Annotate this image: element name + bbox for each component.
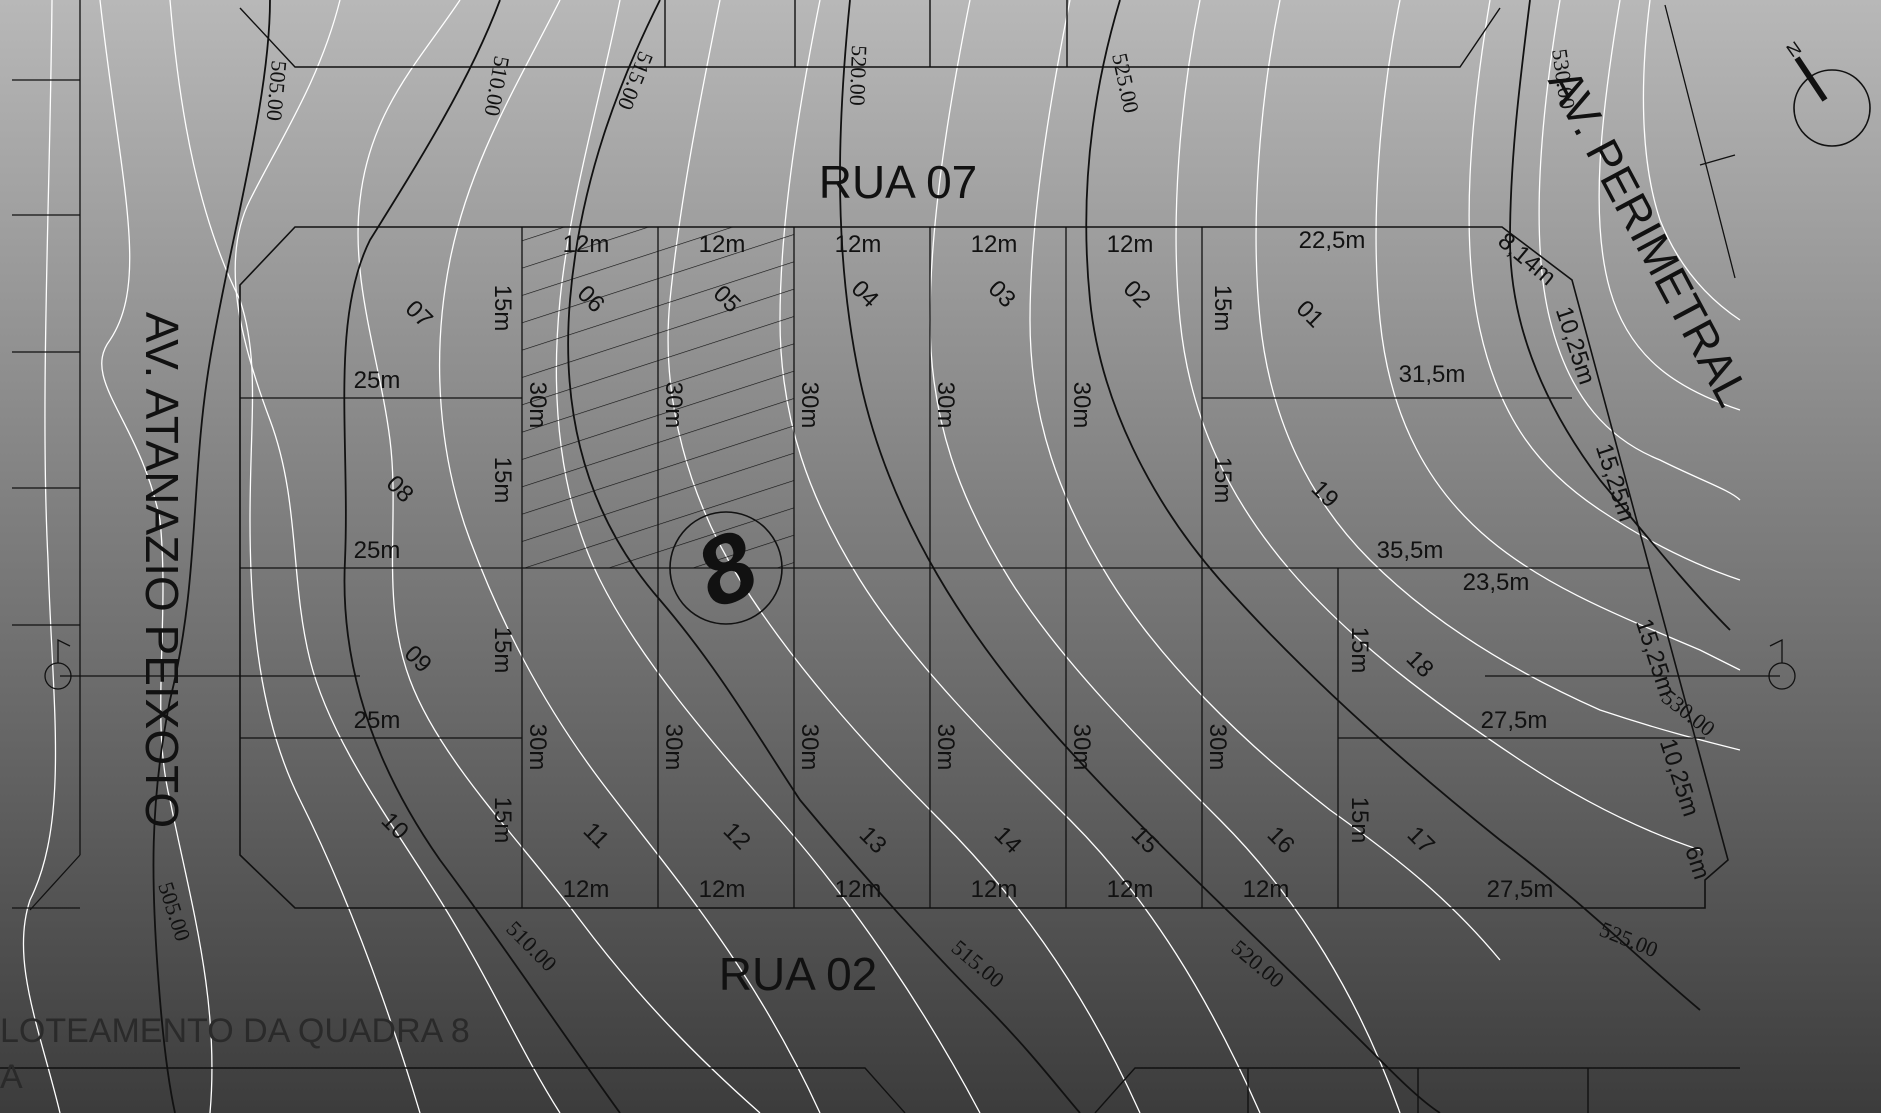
dimension-label: 15m — [1346, 627, 1373, 674]
contour-label: 505.00 — [262, 60, 292, 122]
dimension-label: 30m — [932, 382, 959, 429]
dimension-label: 15m — [1346, 797, 1373, 844]
dimension-label: 12m — [699, 231, 746, 258]
dimension-label: 25m — [354, 707, 401, 734]
dimension-label: 12m — [835, 876, 882, 903]
dimension-label: 12m — [1107, 231, 1154, 258]
dimension-label: 25m — [354, 367, 401, 394]
dimension-label: 12m — [699, 876, 746, 903]
dimension-label: 30m — [1068, 724, 1095, 771]
dimension-label: 30m — [932, 724, 959, 771]
dimension-label: 27,5m — [1487, 876, 1554, 903]
dimension-label: 12m — [835, 231, 882, 258]
dimension-label: 15m — [489, 627, 516, 674]
dimension-label: 30m — [1068, 382, 1095, 429]
dimension-label: 30m — [796, 724, 823, 771]
east-reference-lines — [1664, 4, 1736, 279]
dimension-label: 12m — [1107, 876, 1154, 903]
dimensions: 12m 12m 12m 12m 12m 22,5m 12m 12m 12m 12… — [354, 227, 1715, 903]
dimension-label: 12m — [563, 231, 610, 258]
dimension-label: 25m — [354, 537, 401, 564]
drawing-subtitle: A — [0, 1058, 23, 1096]
dimension-label: 35,5m — [1377, 537, 1444, 564]
minor-contours — [22, 0, 1741, 1113]
dimension-label: 30m — [796, 382, 823, 429]
dimension-label: 31,5m — [1399, 361, 1466, 388]
street-north: RUA 07 — [819, 156, 978, 208]
street-south: RUA 02 — [719, 948, 878, 1000]
dimension-label: 12m — [1243, 876, 1290, 903]
contour-label: 520.00 — [845, 45, 872, 106]
drawing-title: LOTEAMENTO DA QUADRA 8 — [0, 1012, 470, 1050]
north-block-outline — [239, 0, 1501, 68]
dimension-label: 12m — [971, 876, 1018, 903]
dimension-label: 30m — [660, 724, 687, 771]
dimension-label: 23,5m — [1463, 569, 1530, 596]
block-8-outline — [239, 226, 1729, 909]
street-west: AV. ATANAZIO PEIXOTO — [136, 312, 188, 828]
dimension-label: 30m — [1204, 724, 1231, 771]
dimension-label: 15m — [489, 797, 516, 844]
dimension-label: 15m — [1209, 457, 1236, 504]
lot-lines — [240, 227, 1705, 908]
left-reference-lines — [12, 0, 81, 911]
dimension-label: 30m — [660, 382, 687, 429]
south-block-outline — [0, 1067, 1740, 1113]
dimension-label: 30m — [524, 724, 551, 771]
dimension-label: 15m — [1209, 285, 1236, 332]
dimension-label: 22,5m — [1299, 227, 1366, 254]
dimension-label: 15m — [489, 457, 516, 504]
dimension-label: 15m — [489, 285, 516, 332]
section-marker-icon — [44, 638, 1796, 690]
dimension-label: 12m — [563, 876, 610, 903]
dimension-label: 27,5m — [1481, 707, 1548, 734]
dimension-label: 12m — [971, 231, 1018, 258]
dimension-label: 30m — [524, 382, 551, 429]
